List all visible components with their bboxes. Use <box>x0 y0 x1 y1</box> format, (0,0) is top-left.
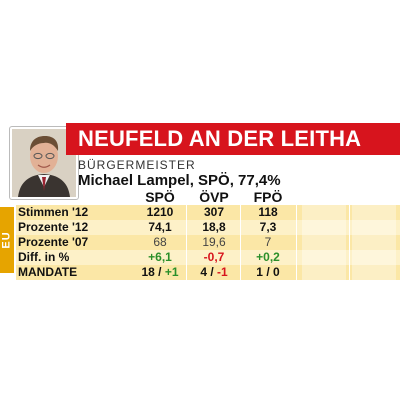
row-label: MANDATE <box>18 265 78 279</box>
row-label: Prozente '12 <box>18 220 89 234</box>
mandate-change: 0 <box>273 265 280 279</box>
mandate-cell: 4 / -1 <box>188 265 240 280</box>
table-cell: 7,3 <box>259 220 277 234</box>
table-row: MANDATE 18 / +1 4 / -1 1 / 0 <box>16 265 400 280</box>
table-cell: 118 <box>258 205 278 219</box>
table-cell: 74,1 <box>148 220 172 234</box>
table-cell: 68 <box>153 235 167 249</box>
election-result-card: NEUFELD AN DER LEITHA BÜRGERMEISTER Mich… <box>0 121 400 281</box>
portrait-image <box>12 129 76 197</box>
empty-cell <box>302 235 346 250</box>
mandate-seats: 1 <box>256 265 263 279</box>
empty-cell <box>352 265 396 280</box>
empty-cell <box>302 250 346 265</box>
mandate-change: +1 <box>164 265 179 279</box>
mandate-seats: 18 <box>141 265 155 279</box>
column-header-spoe: SPÖ <box>145 189 175 205</box>
table-row: Stimmen '12 1210 307 118 <box>16 205 400 220</box>
empty-cell <box>302 265 346 280</box>
table-row: Diff. in % +6,1 -0,7 +0,2 <box>16 250 400 265</box>
table-cell: 307 <box>203 205 225 219</box>
row-label: Stimmen '12 <box>18 205 89 219</box>
mandate-separator: / <box>266 265 273 279</box>
column-divider <box>240 205 241 281</box>
mandate-separator: / <box>210 265 218 279</box>
row-label: Prozente '07 <box>18 235 89 249</box>
table-cell: -0,7 <box>203 250 225 264</box>
empty-cell <box>352 205 396 220</box>
empty-cell <box>352 220 396 235</box>
row-label: Diff. in % <box>18 250 70 264</box>
mandate-cell: 18 / +1 <box>134 265 186 280</box>
municipality-title-banner: NEUFELD AN DER LEITHA <box>66 123 400 155</box>
table-row: Prozente '07 68 19,6 7 <box>16 235 400 250</box>
empty-cell <box>352 235 396 250</box>
table-row: Prozente '12 74,1 18,8 7,3 <box>16 220 400 235</box>
mandate-seats: 4 <box>200 265 207 279</box>
side-tag-label: EU <box>1 231 13 249</box>
table-cell: 7 <box>264 235 272 249</box>
mandate-cell: 1 / 0 <box>242 265 294 280</box>
column-header-fpoe: FPÖ <box>253 189 283 205</box>
mandate-separator: / <box>158 265 165 279</box>
mayor-name: Michael Lampel, SPÖ, 77,4% <box>78 172 281 189</box>
empty-cell <box>302 220 346 235</box>
empty-cell <box>302 205 346 220</box>
table-cell: 1210 <box>146 205 174 219</box>
column-divider <box>349 205 350 281</box>
mandate-change: -1 <box>217 265 228 279</box>
column-header-oevp: ÖVP <box>199 189 229 205</box>
office-subtitle: BÜRGERMEISTER <box>78 158 196 172</box>
empty-cell <box>352 250 396 265</box>
side-tag: EU <box>0 207 14 273</box>
table-cell: 19,6 <box>202 235 226 249</box>
table-cell: +6,1 <box>148 250 172 264</box>
column-divider <box>296 205 297 281</box>
table-cell: +0,2 <box>256 250 280 264</box>
table-cell: 18,8 <box>202 220 226 234</box>
column-divider <box>186 205 187 281</box>
